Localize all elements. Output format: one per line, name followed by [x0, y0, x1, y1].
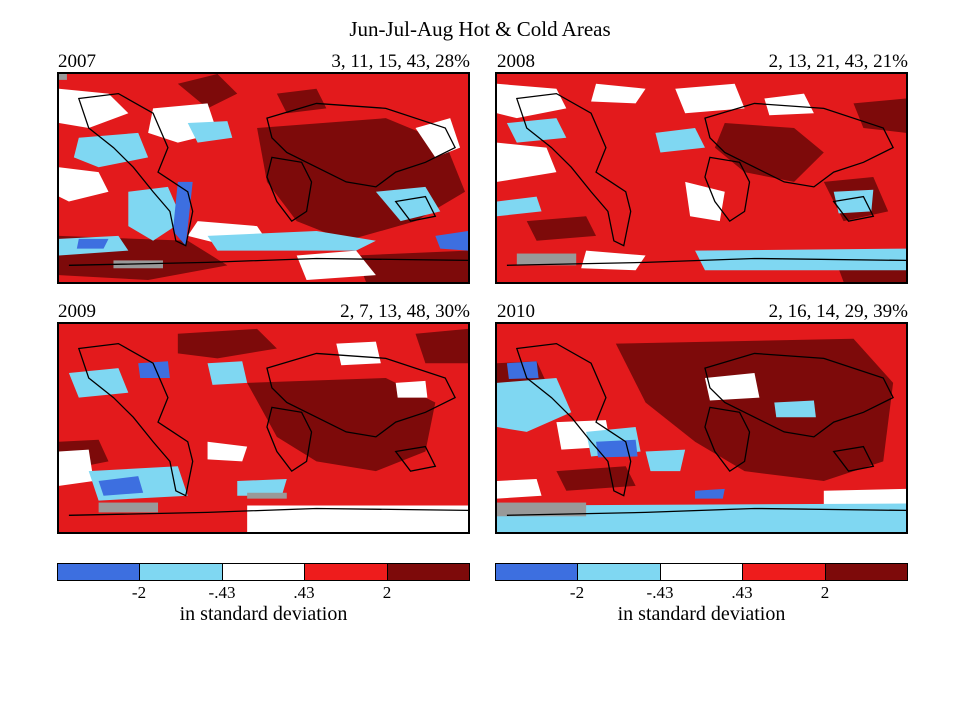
- colorbar-right: [495, 563, 908, 581]
- anomaly-map-2009: [59, 324, 468, 532]
- map-2007: [57, 72, 470, 284]
- colorbar-right-tick-3: .43: [731, 583, 753, 602]
- map-2009: [57, 322, 470, 534]
- colorbar-left-tick-2: -.43: [208, 583, 236, 602]
- colorbar-seg-strong-hot: [825, 564, 908, 580]
- colorbar-left: [57, 563, 470, 581]
- panel-stats-2009: 2, 7, 13, 48, 30%: [340, 301, 470, 322]
- colorbar-right-tick-2: -.43: [646, 583, 674, 602]
- colorbar-seg-normal: [222, 564, 306, 580]
- colorbar-seg-cold: [578, 564, 661, 580]
- colorbar-seg-hot: [305, 564, 388, 580]
- panel-year-2007: 2007: [58, 51, 96, 72]
- colorbar-seg-strong-hot: [387, 564, 470, 580]
- colorbar-left-tick-4: 2: [382, 583, 392, 602]
- colorbar-seg-strong-cold: [58, 564, 141, 580]
- anomaly-map-2010: [497, 324, 906, 532]
- map-2010: [495, 322, 908, 534]
- colorbar-right-tick-4: 2: [820, 583, 830, 602]
- colorbar-seg-hot: [743, 564, 826, 580]
- colorbar-seg-normal: [660, 564, 744, 580]
- colorbar-right-units: in standard deviation: [617, 603, 786, 625]
- anomaly-map-2007: [59, 74, 468, 282]
- panel-stats-2007: 3, 11, 15, 43, 28%: [331, 51, 470, 72]
- panel-year-2009: 2009: [58, 301, 96, 322]
- colorbar-left-units: in standard deviation: [179, 603, 348, 625]
- colorbar-right-tick-1: -2: [569, 583, 585, 602]
- panel-stats-2008: 2, 13, 21, 43, 21%: [768, 51, 908, 72]
- figure-title: Jun-Jul-Aug Hot & Cold Areas: [349, 17, 611, 41]
- colorbar-left-tick-3: .43: [293, 583, 315, 602]
- panel-stats-2010: 2, 16, 14, 29, 39%: [768, 301, 908, 322]
- anomaly-map-2008: [497, 74, 906, 282]
- colorbar-seg-strong-cold: [496, 564, 579, 580]
- map-2008: [495, 72, 908, 284]
- colorbar-left-tick-1: -2: [131, 583, 147, 602]
- panel-year-2008: 2008: [497, 51, 535, 72]
- panel-year-2010: 2010: [497, 301, 535, 322]
- colorbar-seg-cold: [140, 564, 223, 580]
